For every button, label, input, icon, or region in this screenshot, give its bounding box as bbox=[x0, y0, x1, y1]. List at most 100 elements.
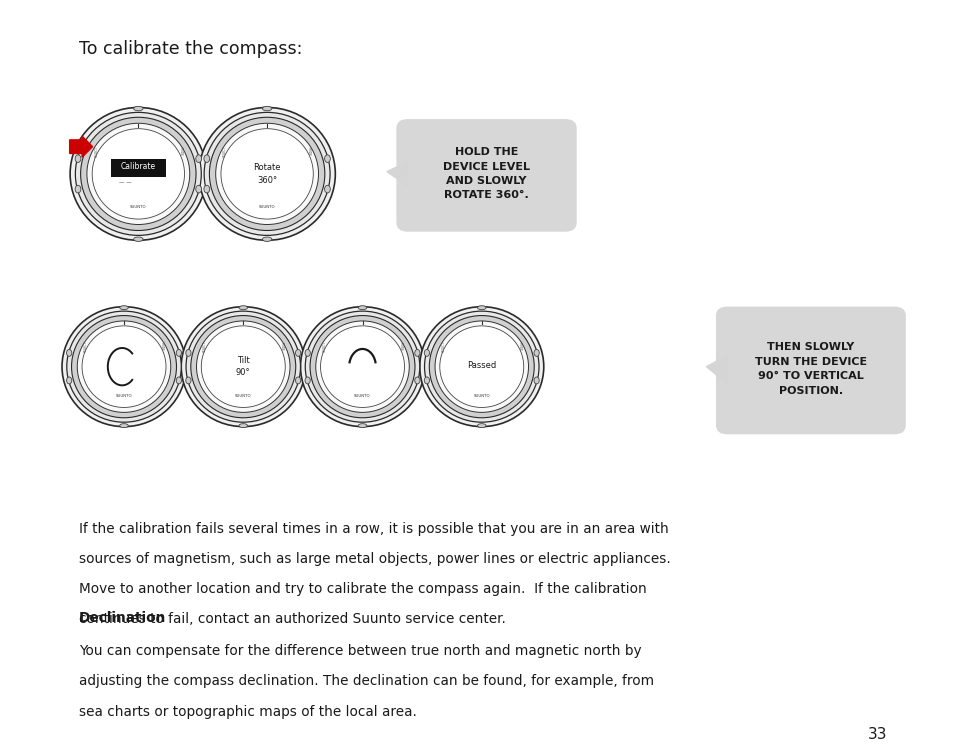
Ellipse shape bbox=[429, 315, 534, 418]
Text: SELECT: SELECT bbox=[322, 340, 326, 352]
Ellipse shape bbox=[80, 117, 196, 231]
Ellipse shape bbox=[198, 107, 335, 240]
Ellipse shape bbox=[186, 311, 300, 422]
Ellipse shape bbox=[476, 305, 485, 310]
Text: You can compensate for the difference between true north and magnetic north by: You can compensate for the difference be… bbox=[79, 644, 641, 658]
Text: Tilt: Tilt bbox=[236, 356, 250, 365]
Ellipse shape bbox=[176, 349, 181, 356]
Ellipse shape bbox=[215, 123, 318, 225]
Ellipse shape bbox=[191, 315, 295, 418]
Text: SUUNTO: SUUNTO bbox=[115, 394, 132, 398]
Ellipse shape bbox=[424, 349, 429, 356]
Ellipse shape bbox=[201, 326, 285, 407]
Text: SELECT: SELECT bbox=[441, 340, 445, 352]
Ellipse shape bbox=[238, 305, 248, 310]
Text: — —: — — bbox=[119, 180, 132, 185]
Text: sources of magnetism, such as large metal objects, power lines or electric appli: sources of magnetism, such as large meta… bbox=[79, 552, 670, 566]
Ellipse shape bbox=[424, 311, 538, 422]
Ellipse shape bbox=[305, 311, 419, 422]
Ellipse shape bbox=[476, 423, 485, 428]
Ellipse shape bbox=[221, 129, 313, 219]
Ellipse shape bbox=[75, 185, 81, 193]
Text: MODE: MODE bbox=[517, 342, 521, 351]
Ellipse shape bbox=[424, 377, 429, 384]
Text: MODE: MODE bbox=[178, 147, 182, 156]
Ellipse shape bbox=[75, 113, 201, 235]
Ellipse shape bbox=[195, 155, 201, 163]
Text: HOLD THE
DEVICE LEVEL
AND SLOWLY
ROTATE 360°.: HOLD THE DEVICE LEVEL AND SLOWLY ROTATE … bbox=[442, 147, 530, 200]
Ellipse shape bbox=[77, 321, 171, 412]
Ellipse shape bbox=[295, 377, 300, 384]
Ellipse shape bbox=[75, 155, 81, 163]
Ellipse shape bbox=[262, 237, 272, 241]
Text: SELECT: SELECT bbox=[203, 340, 207, 352]
Ellipse shape bbox=[67, 349, 71, 356]
Ellipse shape bbox=[238, 423, 248, 428]
Ellipse shape bbox=[435, 321, 528, 412]
Text: Passed: Passed bbox=[467, 361, 496, 370]
Ellipse shape bbox=[120, 305, 129, 310]
Ellipse shape bbox=[415, 377, 419, 384]
Ellipse shape bbox=[534, 377, 538, 384]
Ellipse shape bbox=[315, 321, 409, 412]
Text: Declination: Declination bbox=[79, 611, 167, 625]
Text: Calibrate: Calibrate bbox=[121, 163, 155, 172]
FancyBboxPatch shape bbox=[396, 119, 576, 231]
Text: To calibrate the compass:: To calibrate the compass: bbox=[79, 40, 302, 58]
Text: MODE: MODE bbox=[279, 342, 283, 351]
Ellipse shape bbox=[120, 423, 129, 428]
Ellipse shape bbox=[204, 113, 330, 235]
Text: Rotate: Rotate bbox=[253, 163, 280, 172]
Ellipse shape bbox=[176, 377, 181, 384]
Text: MODE: MODE bbox=[307, 147, 311, 156]
Ellipse shape bbox=[67, 377, 71, 384]
Text: continues to fail, contact an authorized Suunto service center.: continues to fail, contact an authorized… bbox=[79, 612, 505, 627]
Ellipse shape bbox=[70, 107, 206, 240]
Ellipse shape bbox=[82, 326, 166, 407]
Ellipse shape bbox=[310, 315, 415, 418]
Text: SELECT: SELECT bbox=[84, 340, 88, 352]
Text: SUUNTO: SUUNTO bbox=[354, 394, 371, 398]
Text: 33: 33 bbox=[867, 727, 886, 742]
Ellipse shape bbox=[62, 307, 186, 426]
Text: If the calibration fails several times in a row, it is possible that you are in : If the calibration fails several times i… bbox=[79, 522, 668, 536]
Ellipse shape bbox=[133, 237, 143, 241]
FancyBboxPatch shape bbox=[715, 307, 904, 434]
Ellipse shape bbox=[305, 377, 310, 384]
Text: sea charts or topographic maps of the local area.: sea charts or topographic maps of the lo… bbox=[79, 705, 416, 719]
Ellipse shape bbox=[534, 349, 538, 356]
Ellipse shape bbox=[210, 117, 324, 231]
Ellipse shape bbox=[262, 107, 272, 110]
Ellipse shape bbox=[133, 107, 143, 110]
Ellipse shape bbox=[186, 377, 191, 384]
Polygon shape bbox=[705, 355, 726, 384]
Polygon shape bbox=[386, 162, 407, 186]
Ellipse shape bbox=[320, 326, 404, 407]
Text: Move to another location and try to calibrate the compass again.  If the calibra: Move to another location and try to cali… bbox=[79, 582, 646, 596]
Ellipse shape bbox=[186, 349, 191, 356]
Text: SUUNTO: SUUNTO bbox=[130, 205, 147, 209]
Text: THEN SLOWLY
TURN THE DEVICE
90° TO VERTICAL
POSITION.: THEN SLOWLY TURN THE DEVICE 90° TO VERTI… bbox=[754, 342, 866, 395]
Ellipse shape bbox=[196, 321, 290, 412]
Text: 90°: 90° bbox=[235, 368, 251, 377]
Text: 360°: 360° bbox=[256, 176, 277, 185]
Ellipse shape bbox=[195, 185, 201, 193]
Text: adjusting the compass declination. The declination can be found, for example, fr: adjusting the compass declination. The d… bbox=[79, 674, 654, 689]
Ellipse shape bbox=[67, 311, 181, 422]
Text: MODE: MODE bbox=[160, 342, 164, 351]
Ellipse shape bbox=[324, 185, 330, 193]
Text: SUUNTO: SUUNTO bbox=[473, 394, 490, 398]
Ellipse shape bbox=[415, 349, 419, 356]
Ellipse shape bbox=[204, 155, 210, 163]
Text: SELECT: SELECT bbox=[223, 145, 227, 156]
Text: SUUNTO: SUUNTO bbox=[258, 205, 275, 209]
Ellipse shape bbox=[358, 423, 367, 428]
Ellipse shape bbox=[87, 123, 190, 225]
Text: MODE: MODE bbox=[398, 342, 402, 351]
Ellipse shape bbox=[358, 305, 367, 310]
Ellipse shape bbox=[71, 315, 176, 418]
Polygon shape bbox=[70, 136, 92, 157]
Ellipse shape bbox=[181, 307, 305, 426]
Ellipse shape bbox=[439, 326, 523, 407]
Ellipse shape bbox=[300, 307, 424, 426]
